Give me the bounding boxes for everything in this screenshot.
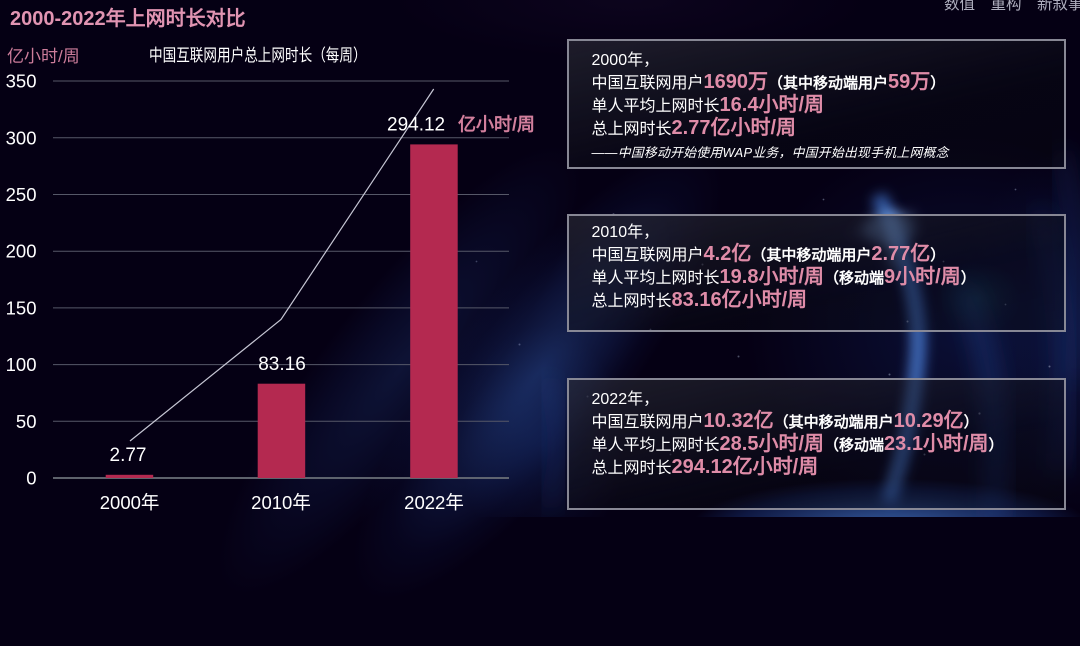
svg-text:250: 250	[6, 184, 37, 205]
svg-text:2022年: 2022年	[404, 492, 464, 513]
svg-text:83.16: 83.16	[258, 354, 306, 375]
svg-text:100: 100	[6, 354, 37, 375]
svg-text:2.77: 2.77	[110, 445, 147, 466]
svg-text:2010年: 2010年	[251, 492, 311, 513]
svg-text:200: 200	[6, 241, 37, 262]
svg-text:亿小时/周: 亿小时/周	[458, 114, 535, 135]
svg-text:294.12: 294.12	[387, 115, 445, 136]
svg-text:2000年: 2000年	[100, 492, 160, 513]
svg-text:0: 0	[26, 468, 36, 489]
svg-text:350: 350	[6, 71, 37, 92]
svg-text:50: 50	[16, 411, 37, 432]
svg-text:300: 300	[6, 127, 37, 148]
svg-text:150: 150	[6, 297, 37, 318]
